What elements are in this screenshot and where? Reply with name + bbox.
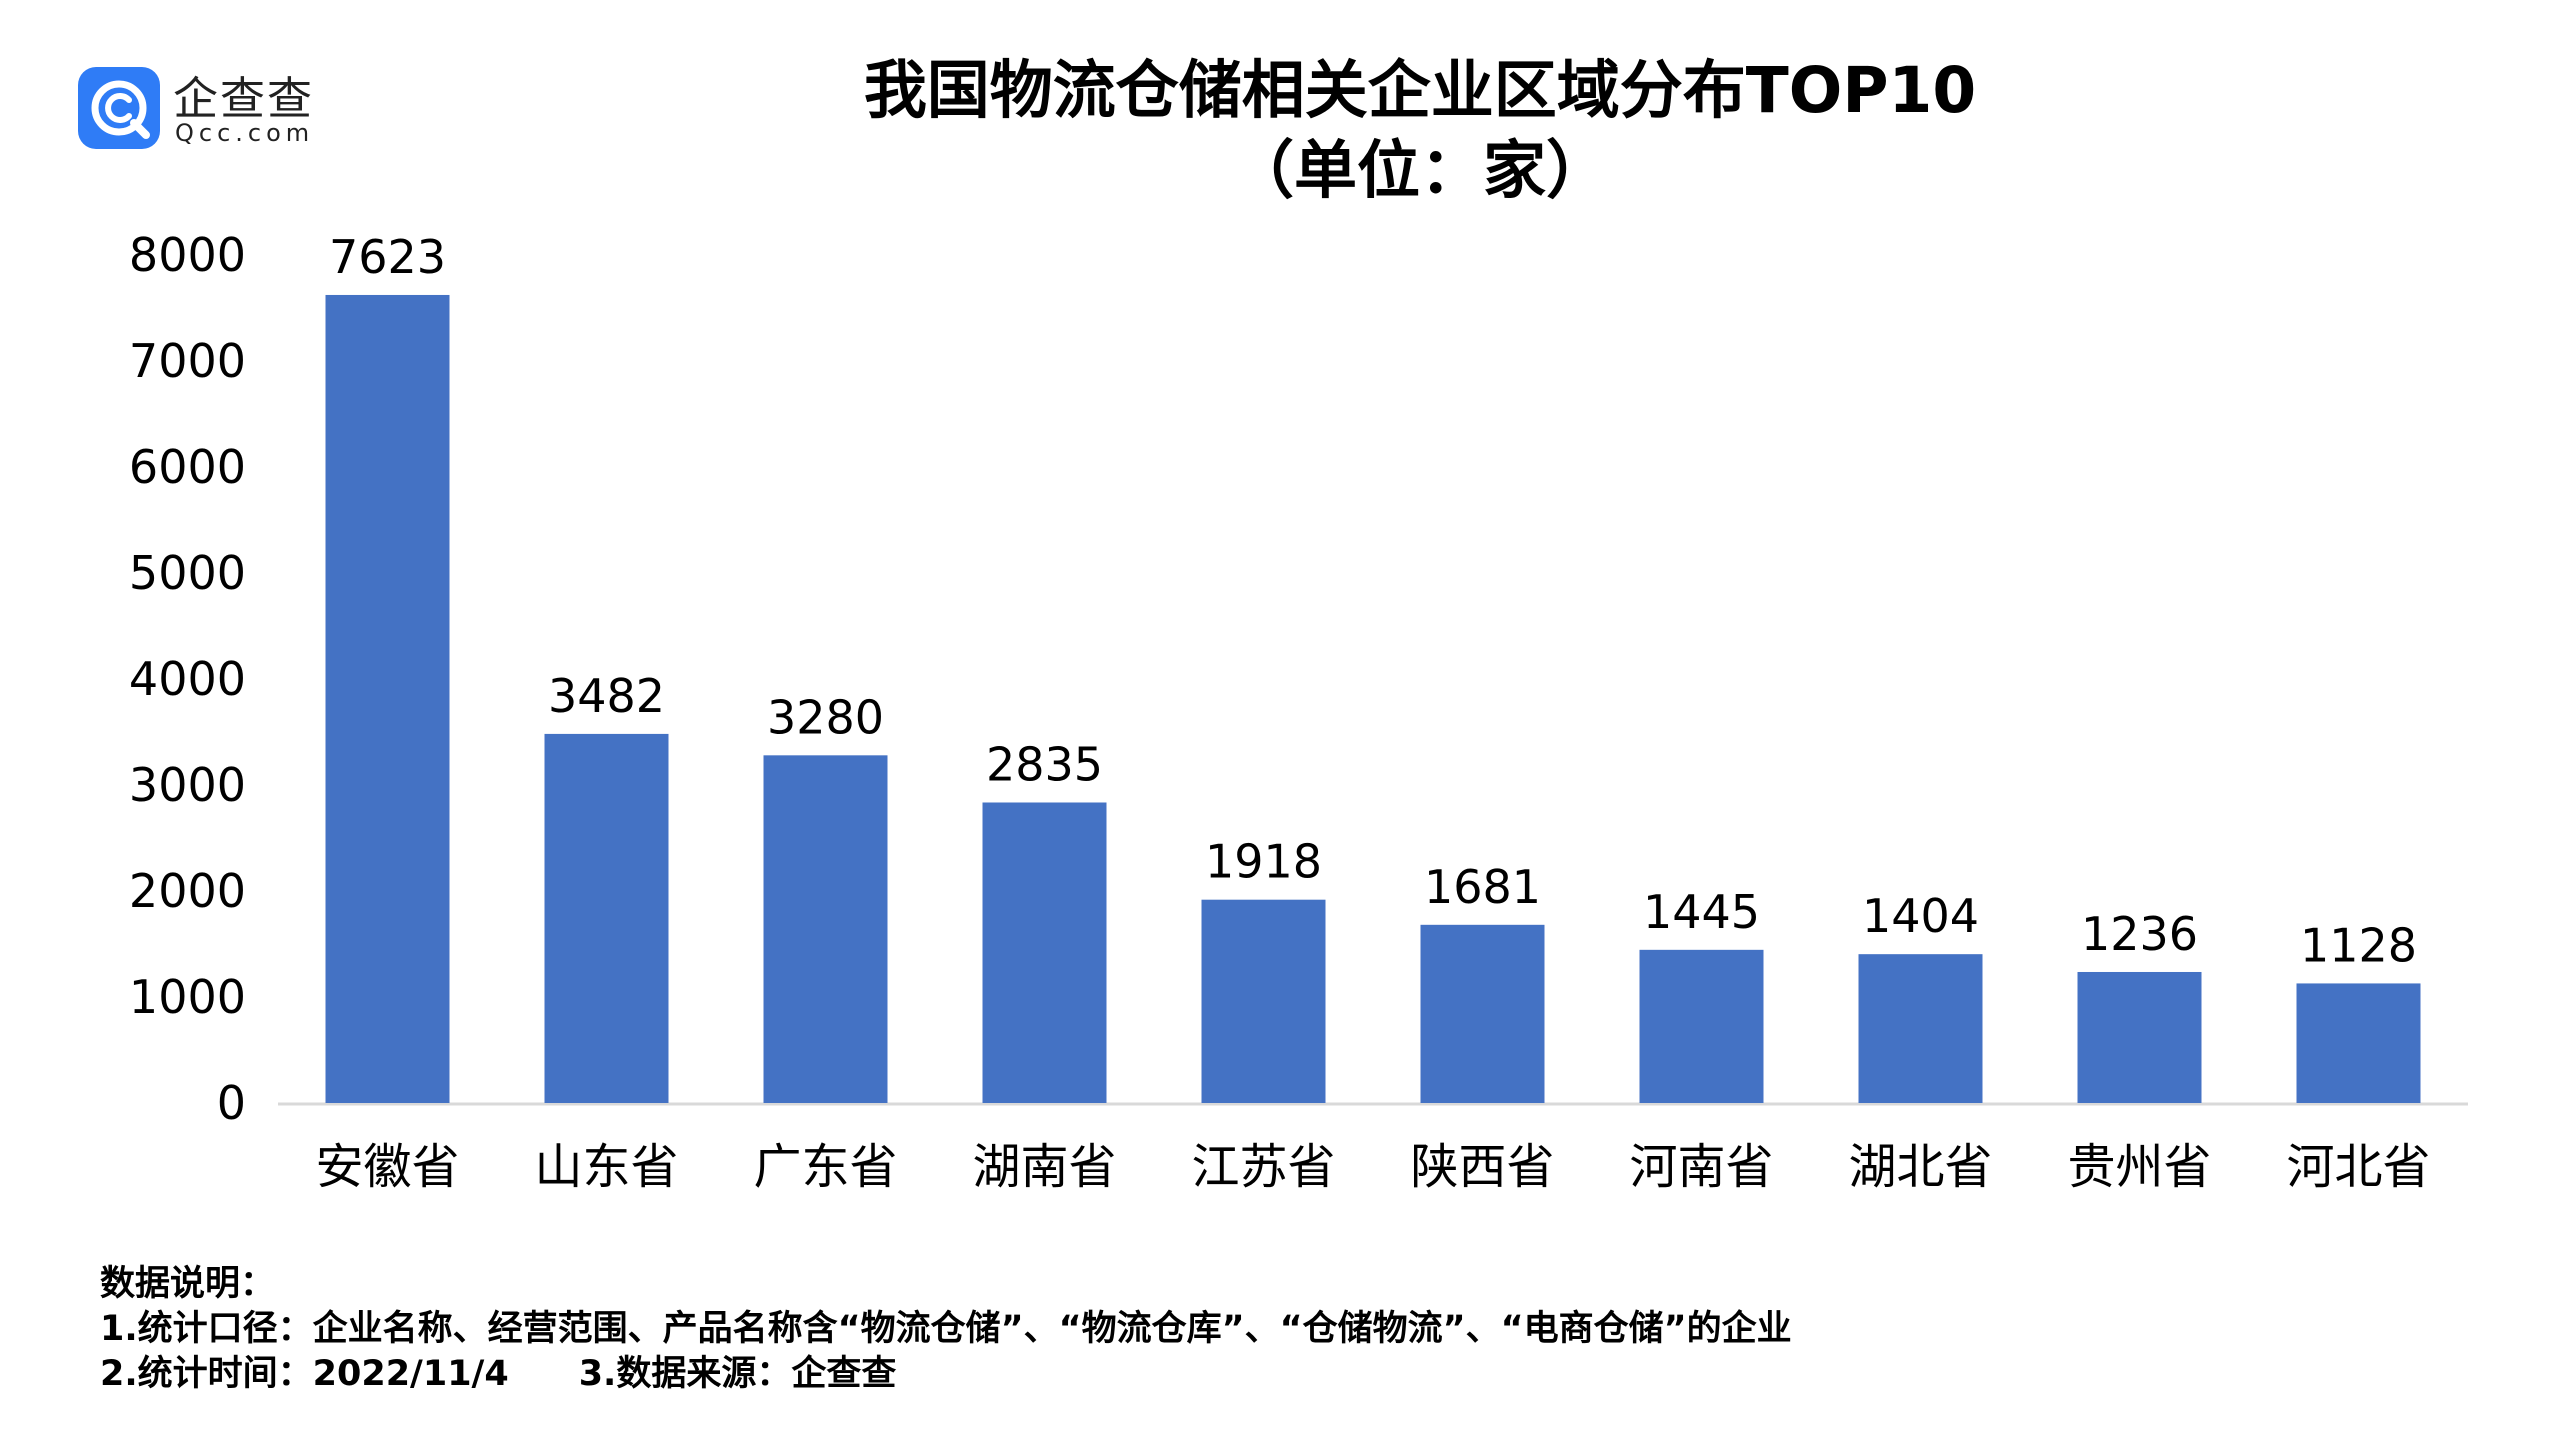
qcc-logo: 企查查 Qcc.com xyxy=(78,62,348,157)
bar xyxy=(763,755,888,1103)
data-label: 1918 xyxy=(1205,835,1322,889)
chart-title: 我国物流仓储相关企业区域分布TOP10 xyxy=(863,54,1977,127)
notes-time-source: 2.统计时间：2022/11/4 3.数据来源：企查查 xyxy=(100,1352,1792,1397)
notes-heading: 数据说明： xyxy=(100,1264,276,1304)
data-label: 1236 xyxy=(2081,907,2198,961)
x-tick-label: 广东省 xyxy=(753,1139,897,1195)
y-tick-label: 2000 xyxy=(129,864,246,918)
data-label: 1445 xyxy=(1643,885,1760,939)
data-notes: 数据说明： 1.统计口径：企业名称、经营范围、产品名称含“物流仓储”、“物流仓库… xyxy=(100,1262,1792,1397)
x-tick-label: 安徽省 xyxy=(315,1139,459,1195)
x-tick-label: 贵州省 xyxy=(2067,1139,2211,1195)
logo-domain: Qcc.com xyxy=(175,119,315,147)
logo-name: 企查查 xyxy=(173,72,315,125)
y-tick-label: 5000 xyxy=(129,546,246,600)
y-tick-label: 6000 xyxy=(129,440,246,494)
x-tick-label: 湖南省 xyxy=(972,1139,1116,1195)
bar xyxy=(1420,924,1545,1103)
y-tick-label: 7000 xyxy=(129,334,246,388)
data-label: 3482 xyxy=(548,669,665,723)
bar xyxy=(1858,954,1983,1103)
data-label: 1404 xyxy=(1862,889,1979,943)
x-tick-label: 河北省 xyxy=(2286,1139,2430,1195)
data-label: 1681 xyxy=(1424,860,1541,914)
data-label: 2835 xyxy=(986,737,1103,791)
x-tick-label: 山东省 xyxy=(534,1139,678,1195)
bar xyxy=(982,802,1107,1103)
y-tick-label: 4000 xyxy=(129,652,246,706)
notes-source: 3.数据来源：企查查 xyxy=(578,1354,897,1394)
qcc-logo-icon xyxy=(78,67,160,149)
bar xyxy=(2077,971,2202,1103)
chart-subtitle: （单位：家） xyxy=(1231,134,1609,207)
x-tick-label: 河南省 xyxy=(1629,1139,1773,1195)
bar xyxy=(544,733,669,1103)
data-label: 1128 xyxy=(2300,918,2417,972)
x-tick-label: 陕西省 xyxy=(1410,1139,1554,1195)
notes-scope: 1.统计口径：企业名称、经营范围、产品名称含“物流仓储”、“物流仓库”、“仓储物… xyxy=(100,1309,1792,1349)
data-label: 7623 xyxy=(329,230,446,284)
bar xyxy=(1639,949,1764,1103)
notes-time: 2.统计时间：2022/11/4 xyxy=(100,1354,509,1394)
y-tick-label: 1000 xyxy=(129,970,246,1024)
bar xyxy=(1201,899,1326,1103)
y-tick-label: 8000 xyxy=(129,228,246,282)
y-tick-label: 3000 xyxy=(129,758,246,812)
x-tick-label: 江苏省 xyxy=(1191,1139,1335,1195)
y-tick-label: 0 xyxy=(217,1076,246,1130)
x-tick-label: 湖北省 xyxy=(1848,1139,1992,1195)
data-label: 3280 xyxy=(767,690,884,744)
bar xyxy=(325,294,450,1103)
bar xyxy=(2296,983,2421,1103)
